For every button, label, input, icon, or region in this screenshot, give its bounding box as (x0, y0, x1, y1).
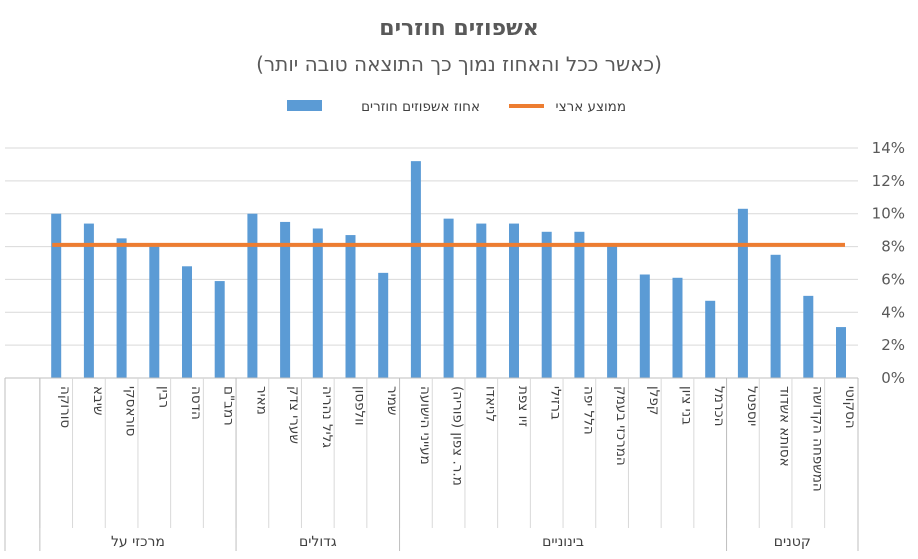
bar (378, 272, 389, 378)
x-tick-label: הדסה (188, 386, 204, 420)
bar (541, 231, 552, 378)
x-tick-label: מ.ר. צפון (פוריה) (450, 386, 466, 486)
group-label: גדולים (299, 534, 337, 550)
x-tick-label: זיו צפת (515, 386, 531, 427)
group-label: מרכזי על (111, 534, 165, 550)
x-tick-label: יוספטל (744, 386, 760, 426)
bar (770, 254, 781, 378)
y-axis: 0% 2% 4% 6% 8% 10% 12% 14% (872, 139, 905, 387)
bar (247, 213, 258, 378)
bar (574, 231, 585, 378)
bar (214, 281, 225, 378)
bar (116, 238, 127, 378)
x-tick-label: קפלן (646, 386, 662, 415)
y-tick-label: 6% (881, 270, 905, 288)
x-tick-label: וולפסון (352, 386, 368, 426)
x-tick-label: סוראסקי (123, 386, 139, 437)
x-tick-label: המשפחה הקדושה (809, 386, 825, 492)
bar (476, 223, 487, 378)
x-tick-label: בני ציון (679, 386, 695, 425)
bars (51, 161, 846, 378)
x-tick-label: המרכזי בעמק (613, 386, 629, 466)
x-tick-label: שערי צדק (286, 386, 302, 444)
x-tick-label: הסקוטי (842, 386, 858, 429)
legend-line-label: ממוצע ארצי (556, 99, 626, 115)
x-tick-label: מאיר (253, 386, 269, 415)
x-tick-label: אסותא אשדוד (777, 386, 793, 467)
x-tick-label: הלל יפה (580, 386, 596, 435)
bar (83, 223, 94, 378)
bar (410, 161, 421, 378)
bar (639, 274, 650, 378)
bar (312, 228, 323, 378)
x-tick-label: רבין (155, 386, 171, 408)
chart-title: אשפוזים חוזרים (379, 16, 539, 41)
bar (345, 235, 356, 378)
x-tick-label: מעייני הישועה (417, 386, 433, 465)
x-tick-label: רמב"ם (221, 386, 237, 426)
bar (672, 277, 683, 378)
bar (51, 213, 62, 378)
bar (182, 266, 192, 378)
bar (280, 221, 291, 378)
legend: אחוז אשפוזים חוזרים ממוצע ארצי (287, 99, 626, 115)
x-tick-label: לניאדו (482, 386, 498, 422)
x-tick-label: סורוקה (57, 386, 73, 428)
bar (607, 244, 618, 378)
bar (803, 295, 814, 378)
group-label: בינוניים (542, 534, 584, 550)
bar (509, 223, 519, 378)
bar (705, 300, 716, 378)
y-tick-label: 4% (881, 303, 905, 321)
bar (836, 327, 846, 378)
y-tick-label: 2% (881, 336, 905, 354)
y-tick-label: 14% (872, 139, 905, 157)
x-axis: הסקוטי המשפחה הקדושה אסותא אשדוד יוספטל הכרמ… (4, 377, 859, 551)
x-tick-label: גליל נהריה (319, 386, 335, 448)
bar (737, 208, 748, 378)
legend-bar-label: אחוז אשפוזים חוזרים (361, 99, 480, 115)
bar (149, 246, 160, 378)
y-tick-label: 10% (872, 205, 905, 223)
x-tick-label: ברזילי (548, 386, 564, 420)
y-tick-label: 12% (872, 172, 905, 190)
x-tick-label: שמיר (384, 386, 400, 415)
group-label: קטנים (774, 534, 811, 550)
legend-bar-swatch (287, 100, 322, 111)
y-tick-label: 8% (881, 238, 905, 256)
x-tick-label: הכרמל (711, 386, 727, 426)
x-tick-label: שיבא (90, 386, 106, 415)
bar (443, 218, 454, 378)
y-tick-label: 0% (881, 369, 905, 387)
chart-subtitle: (כאשר ככל והאחוז נמוך כך התוצאה טובה יות… (256, 52, 662, 76)
